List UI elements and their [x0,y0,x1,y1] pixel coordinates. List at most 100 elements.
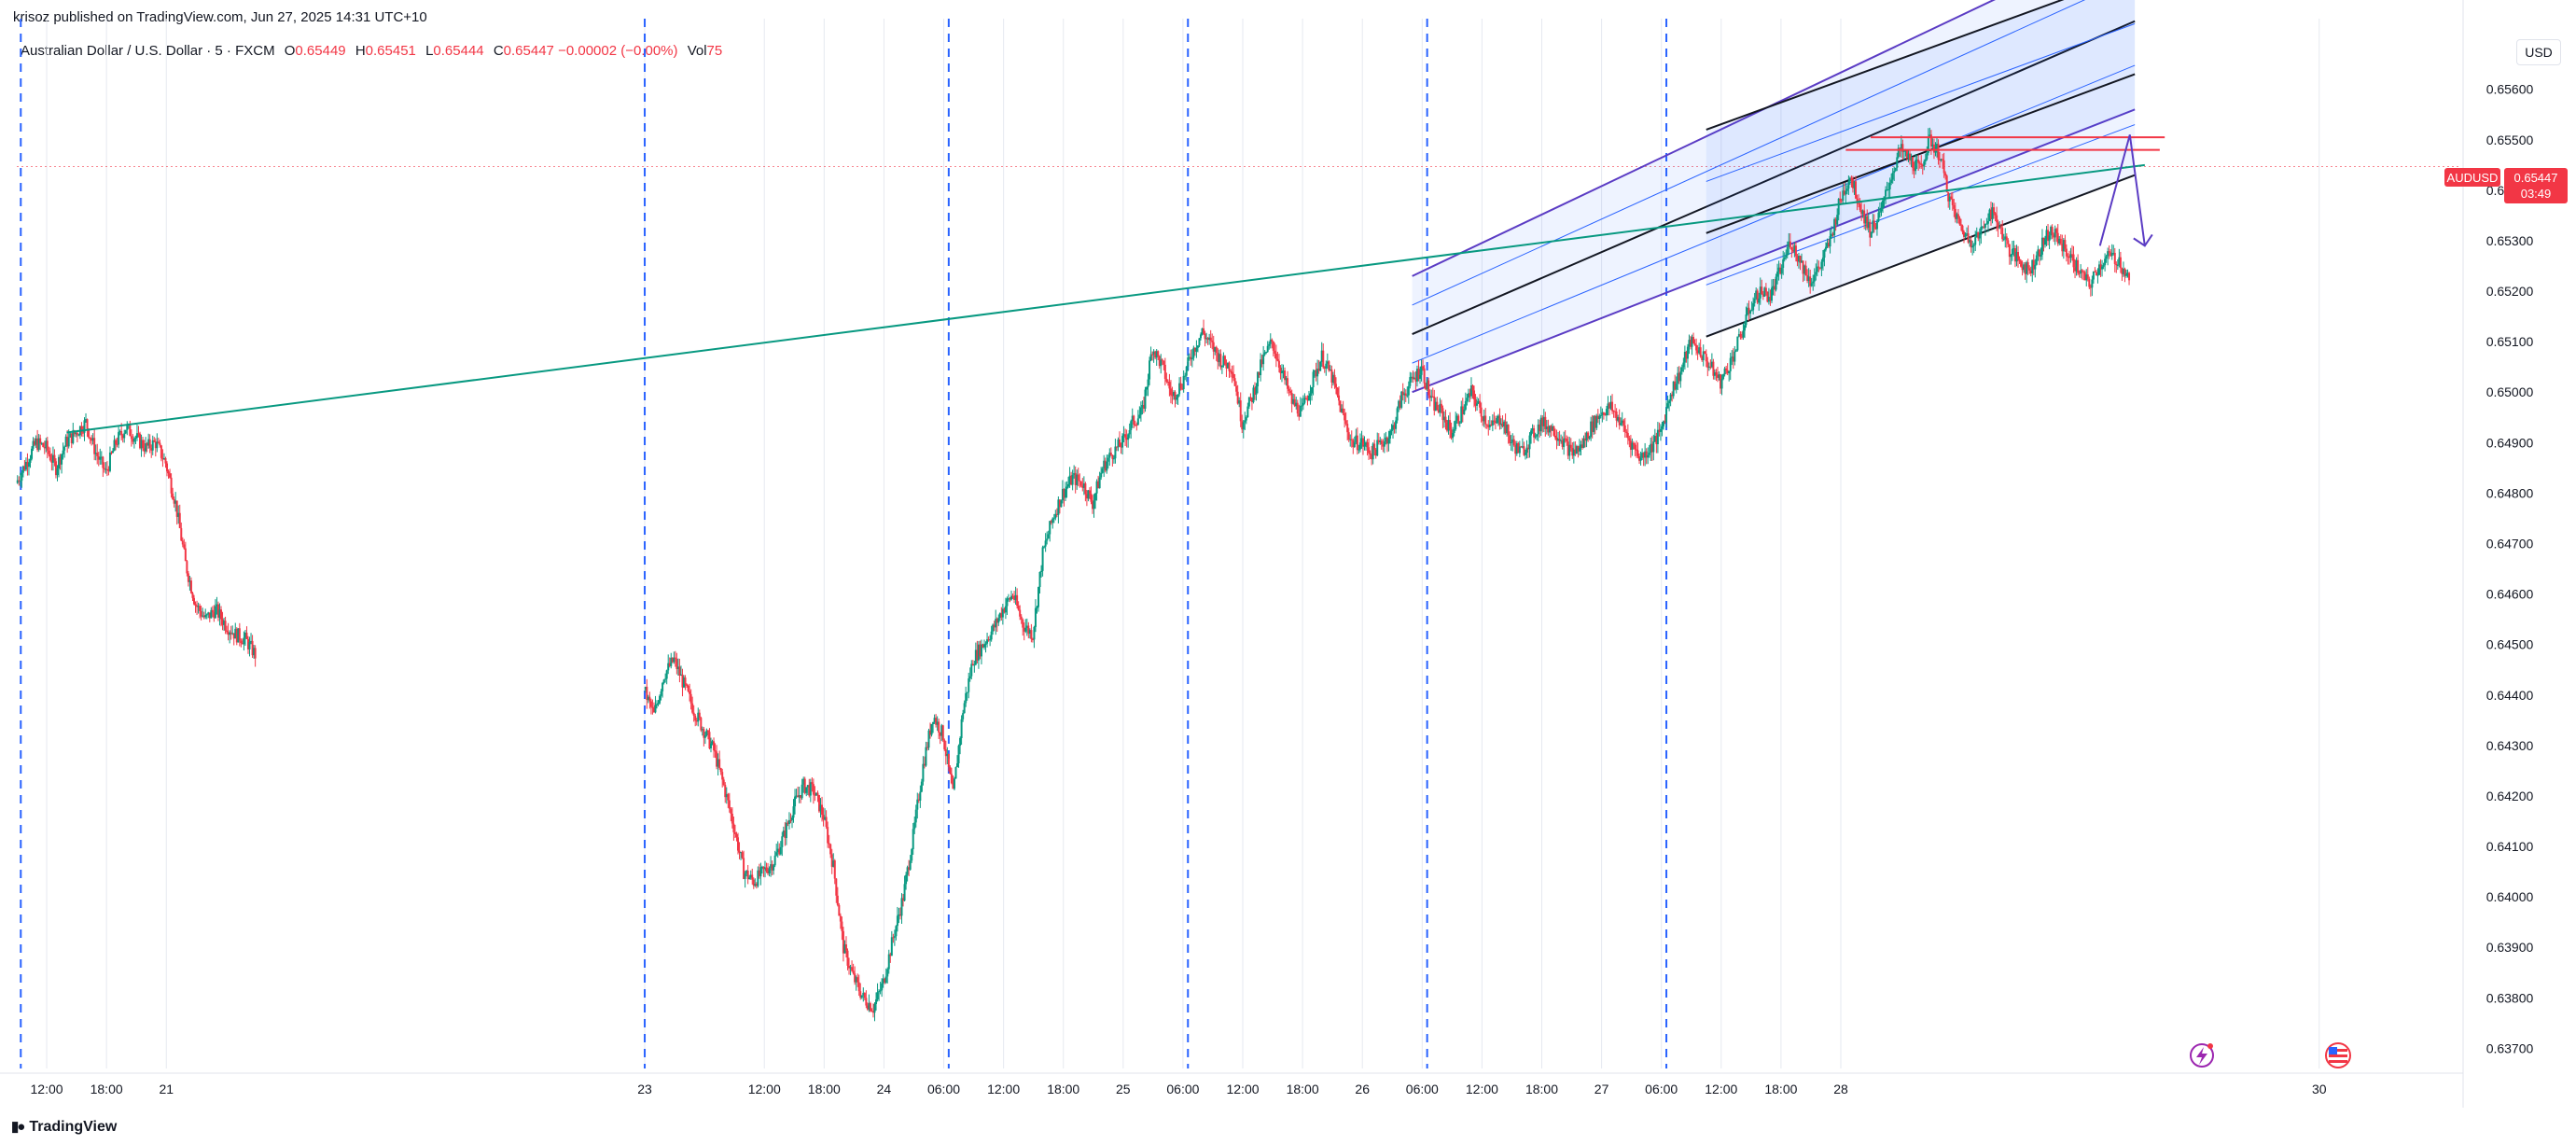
x-tick-label: 28 [1833,1082,1848,1096]
candle-body [1860,210,1863,215]
x-tick-label: 18:00 [1287,1082,1319,1096]
candle-body [1886,189,1888,191]
candle-body [1739,333,1742,337]
candle-body [947,753,950,767]
candle-body [1447,420,1450,431]
candle-body [1244,420,1246,423]
candle-body [1736,336,1739,351]
y-tick-label: 0.64500 [2486,637,2534,652]
candle-body [714,750,717,752]
candle-body [1239,400,1242,422]
candle-body [1725,368,1728,370]
candle-body [1595,415,1598,428]
candle-body [2012,248,2015,250]
candle-body [1504,421,1507,434]
candle-body [1761,286,1763,295]
candle-body [1347,432,1350,440]
candle-body [1635,449,1637,451]
candle-body [1396,408,1399,421]
candle-body [142,440,145,449]
candle-body [673,657,675,663]
candle-body [1950,196,1953,200]
candle-body [180,527,183,541]
candle-body [1017,606,1020,610]
candle-body [1942,159,1944,161]
candle-body [27,462,30,468]
candle-body [876,992,879,999]
currency-button[interactable]: USD [2516,39,2561,65]
candle-body [817,795,820,812]
candle-body [1584,438,1587,441]
candle-body [719,768,722,773]
candle-body [1115,446,1118,448]
candle-body [900,898,903,916]
candle-body [701,729,703,731]
candle-body [659,695,661,704]
candle-body [161,457,164,460]
y-tick-label: 0.64100 [2486,839,2534,854]
candle-body [1518,446,1521,454]
candle-body [218,609,221,618]
candle-body [63,446,66,451]
candle-body [1671,394,1674,397]
candle-body [1648,453,1650,455]
candle-body [1994,213,1997,216]
candle-body [1307,396,1310,401]
candle-body [1484,415,1487,425]
candle-body [110,452,113,454]
candle-body [1230,370,1232,372]
candle-body [1772,286,1775,288]
candle-body [1691,337,1693,347]
candle-body [854,973,856,983]
candle-body [1836,215,1839,225]
bolt-event-icon[interactable] [2190,1043,2214,1068]
x-tick-label: 26 [1355,1082,1370,1096]
candle-body [1656,429,1659,445]
candle-body [1479,400,1482,408]
candle-body [1407,385,1410,396]
candle-body [993,624,996,628]
candle-body [1157,351,1160,356]
brand-logo[interactable]: ▮● TradingView [11,1118,117,1136]
candle-body [768,868,771,873]
candle-body [765,867,768,872]
candle-body [1969,240,1971,243]
candle-body [96,453,99,456]
candle-body [1233,378,1236,386]
candle-body [2011,248,2013,256]
candle-body [1514,445,1517,454]
candle-body [971,663,974,666]
candle-body [881,983,884,991]
candle-body [1317,368,1320,371]
candle-body [1215,346,1218,353]
candle-body [1088,490,1091,494]
candle-body [1869,221,1872,238]
candle-body [1049,521,1051,535]
candle-body [174,500,177,504]
candle-body [1550,426,1553,431]
candle-body [1373,443,1376,450]
candle-body [2110,252,2112,257]
candle-body [248,642,251,649]
y-tick-label: 0.65600 [2486,82,2534,97]
candle-body [1074,472,1077,485]
candle-body [1753,299,1756,303]
candle-body [172,493,174,499]
candle-body [1149,354,1152,361]
candle-body [88,428,91,438]
candle-body [1188,356,1191,358]
candle-body [1054,513,1057,519]
candle-body [194,604,197,606]
candle-body [869,1003,871,1012]
candle-body [167,471,170,474]
candle-body [1171,395,1174,397]
candle-body [1545,426,1548,430]
us-flag-icon[interactable] [2325,1042,2351,1068]
candle-body [1085,494,1088,499]
candle-body [990,631,993,640]
candle-body [1473,390,1476,399]
candle-body [778,848,781,855]
candle-body [757,870,759,887]
